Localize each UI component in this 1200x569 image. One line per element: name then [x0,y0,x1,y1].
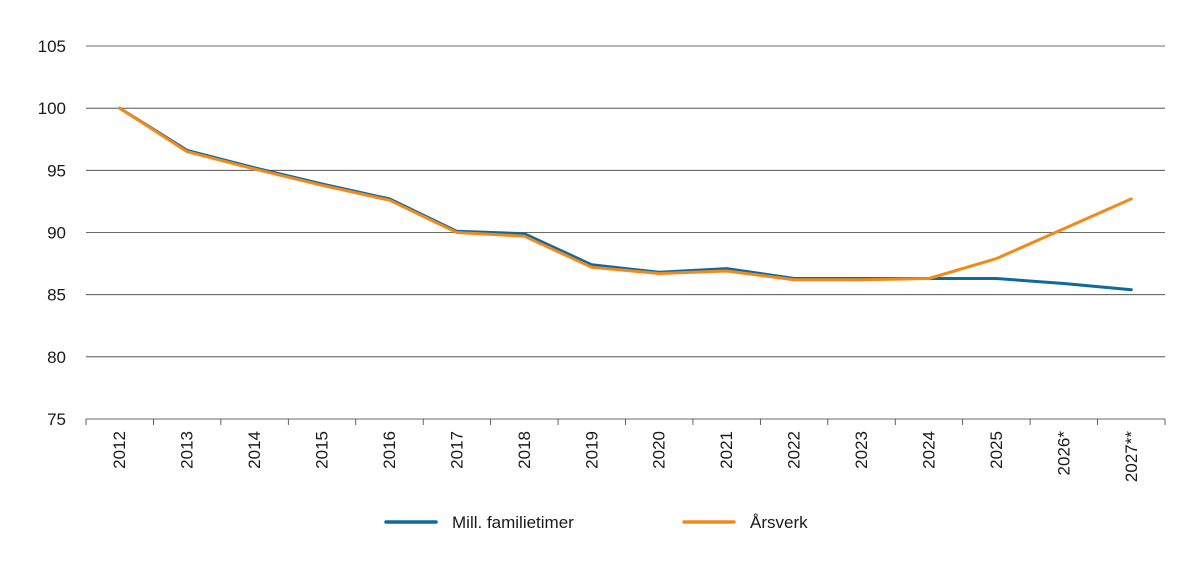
x-tick-label: 2013 [178,431,197,469]
x-tick-label: 2020 [650,431,669,469]
series-line-1 [118,106,1133,282]
x-axis: 2012 2013 2014 2015 2016 2017 2018 2019 2020 2021… [85,419,1166,482]
y-tick-label: 90 [47,224,66,243]
legend-label: Årsverk [750,513,808,532]
x-tick-label: 2014 [245,431,264,469]
x-tick-label: 2017 [447,431,466,469]
x-tick-label: 2012 [110,431,129,469]
x-tick-label: 2016 [380,431,399,469]
y-tick-label: 105 [38,37,66,56]
legend: Mill. familietimer Årsverk [384,513,808,532]
y-tick-label: 100 [38,99,66,118]
legend-label: Mill. familietimer [452,513,574,532]
x-tick-label: 2025 [987,431,1006,469]
x-tick-label: 2021 [717,431,736,469]
x-tick-label: 2019 [582,431,601,469]
gridlines [86,45,1165,420]
x-tick-label: 2027** [1122,431,1141,482]
y-tick-label: 85 [47,286,66,305]
x-tick-label: 2026* [1054,431,1073,476]
y-tick-label: 80 [47,348,66,367]
y-tick-label: 95 [47,161,66,180]
x-tick-label: 2024 [919,431,938,469]
y-tick-label: 75 [47,410,66,429]
y-axis: 75 80 85 90 95 100 105 [38,37,66,429]
x-tick-label: 2023 [852,431,871,469]
series-lines [118,106,1133,292]
x-tick-label: 2015 [313,431,332,469]
x-tick-label: 2018 [515,431,534,469]
x-tick-label: 2022 [785,431,804,469]
